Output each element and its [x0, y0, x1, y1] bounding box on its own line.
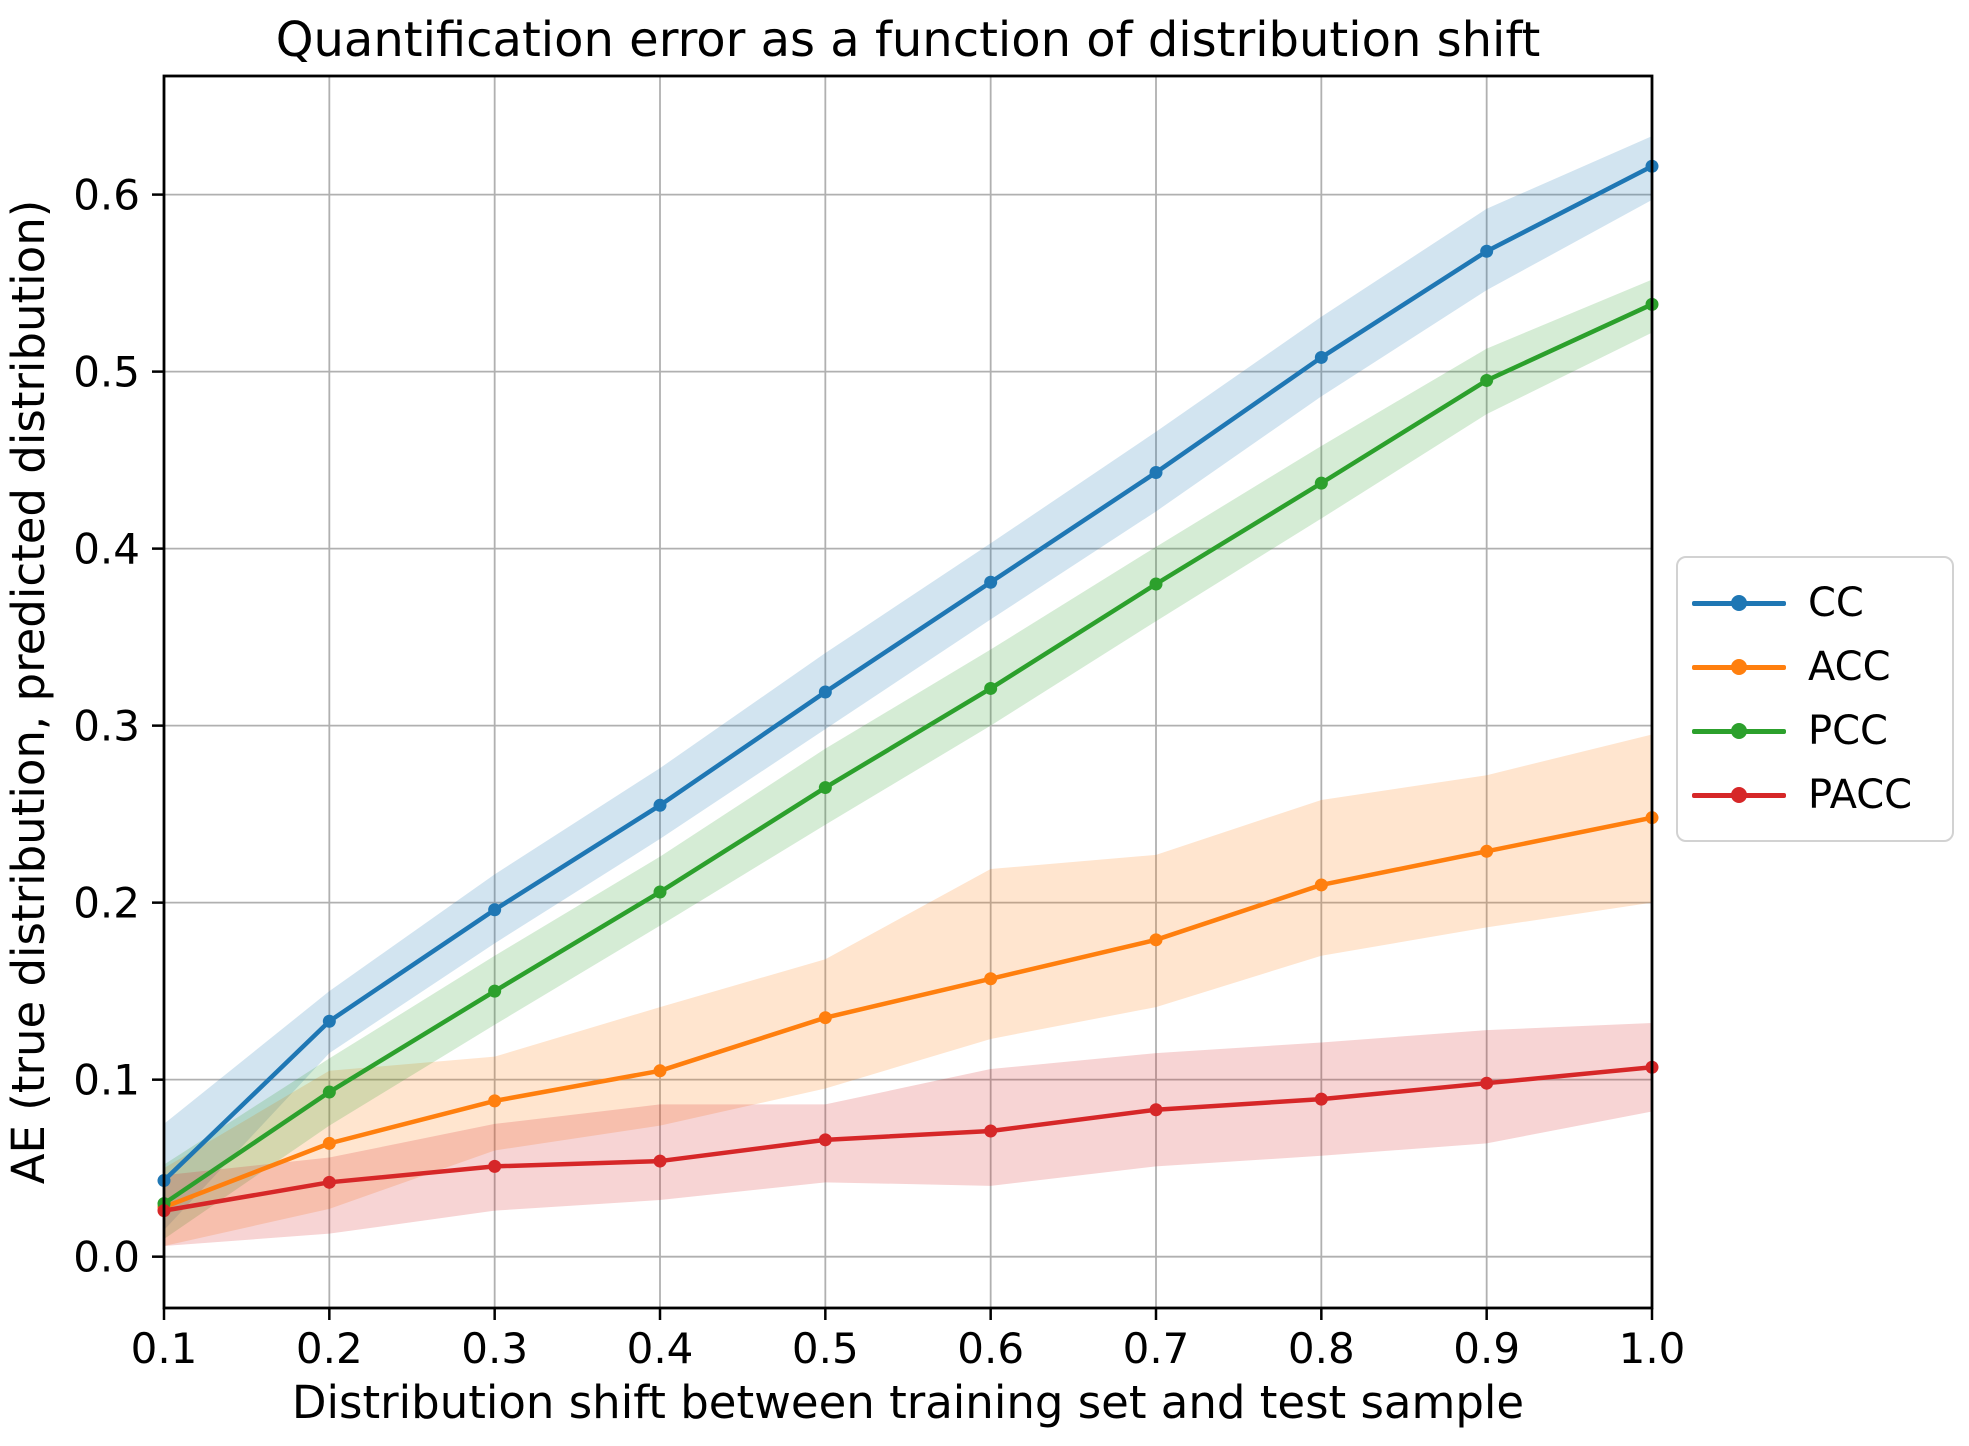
data-point-cc: [1149, 466, 1163, 480]
legend-label: ACC: [1808, 644, 1891, 690]
data-point-pcc: [488, 984, 502, 998]
x-axis-label: Distribution shift between training set …: [292, 1376, 1524, 1429]
y-tick-label: 0.4: [73, 525, 140, 574]
data-point-pacc: [818, 1133, 832, 1147]
legend-line-sample: [1692, 659, 1786, 675]
legend-label: CC: [1808, 580, 1864, 626]
legend-marker-dot: [1731, 787, 1747, 803]
data-point-acc: [1480, 844, 1494, 858]
data-point-cc: [322, 1014, 336, 1028]
legend: CC ACC PCC PACC: [1676, 556, 1954, 842]
legend-item-pacc: PACC: [1692, 763, 1936, 827]
series-line-cc: [157, 159, 1659, 1188]
x-tick-label: 0.3: [461, 1324, 528, 1373]
x-tick-label: 0.6: [957, 1324, 1024, 1373]
y-tick-label: 0.5: [73, 348, 140, 397]
axes-frame: [162, 74, 1654, 1310]
y-tick-label: 0.3: [73, 702, 140, 751]
data-point-pacc: [488, 1159, 502, 1173]
y-tick-label: 0.6: [73, 171, 140, 220]
x-tick-label: 0.4: [627, 1324, 694, 1373]
legend-line-sample: [1692, 787, 1786, 803]
legend-marker-dot: [1731, 723, 1747, 739]
data-point-cc: [653, 798, 667, 812]
x-tick-label: 0.2: [296, 1324, 363, 1373]
legend-item-acc: ACC: [1692, 635, 1936, 699]
data-point-acc: [984, 972, 998, 986]
legend-marker-dot: [1731, 595, 1747, 611]
data-point-pacc: [322, 1175, 336, 1189]
data-point-pcc: [984, 681, 998, 695]
data-point-acc: [322, 1136, 336, 1150]
chart-title: Quantification error as a function of di…: [276, 12, 1541, 68]
y-tick-label: 0.0: [73, 1233, 140, 1282]
x-tick-label: 0.9: [1453, 1324, 1520, 1373]
data-point-pcc: [653, 885, 667, 899]
data-point-acc: [1314, 878, 1328, 892]
data-point-pcc: [1314, 476, 1328, 490]
data-point-acc: [488, 1094, 502, 1108]
data-point-pacc: [984, 1124, 998, 1138]
data-point-pcc: [322, 1085, 336, 1099]
data-point-pcc: [818, 781, 832, 795]
y-tick-label: 0.2: [73, 879, 140, 928]
data-point-cc: [984, 575, 998, 589]
x-tick-label: 0.8: [1288, 1324, 1355, 1373]
data-point-acc: [653, 1064, 667, 1078]
legend-line-sample: [1692, 595, 1786, 611]
legend-marker-dot: [1731, 659, 1747, 675]
band-acc: [164, 734, 1652, 1247]
band-cc: [164, 136, 1652, 1231]
data-point-pacc: [1314, 1092, 1328, 1106]
series-line-acc: [157, 811, 1659, 1214]
tick-labels: 0.1 0.2 0.3 0.4 0.5 0.6 0.7 0.8 0.9 1.0 0.0 0.1 0.2 0…: [73, 171, 1685, 1373]
data-point-pacc: [1149, 1103, 1163, 1117]
legend-line-sample: [1692, 723, 1786, 739]
data-point-acc: [1149, 933, 1163, 947]
y-axis-label: AE (true distribution, predicted distrib…: [2, 200, 55, 1185]
axis-ticks: [152, 193, 1654, 1320]
data-point-pacc: [653, 1154, 667, 1168]
series-line-pcc: [157, 297, 1659, 1211]
data-point-pacc: [1480, 1076, 1494, 1090]
x-tick-label: 1.0: [1619, 1324, 1686, 1373]
x-tick-label: 0.5: [792, 1324, 859, 1373]
data-point-pcc: [1480, 373, 1494, 387]
legend-item-cc: CC: [1692, 571, 1936, 635]
data-point-acc: [818, 1011, 832, 1025]
x-tick-label: 0.1: [131, 1324, 198, 1373]
data-point-cc: [488, 903, 502, 917]
x-tick-label: 0.7: [1123, 1324, 1190, 1373]
legend-item-pcc: PCC: [1692, 699, 1936, 763]
band-pcc: [164, 279, 1652, 1239]
data-point-cc: [818, 685, 832, 699]
legend-label: PACC: [1808, 772, 1913, 818]
plot-area: 0.1 0.2 0.3 0.4 0.5 0.6 0.7 0.8 0.9 1.0 0.0 0.1 0.2 0…: [73, 74, 1685, 1373]
data-point-cc: [1480, 244, 1494, 258]
data-point-cc: [1314, 350, 1328, 364]
legend-label: PCC: [1808, 708, 1888, 754]
data-point-pcc: [1149, 577, 1163, 591]
y-tick-label: 0.1: [73, 1056, 140, 1105]
